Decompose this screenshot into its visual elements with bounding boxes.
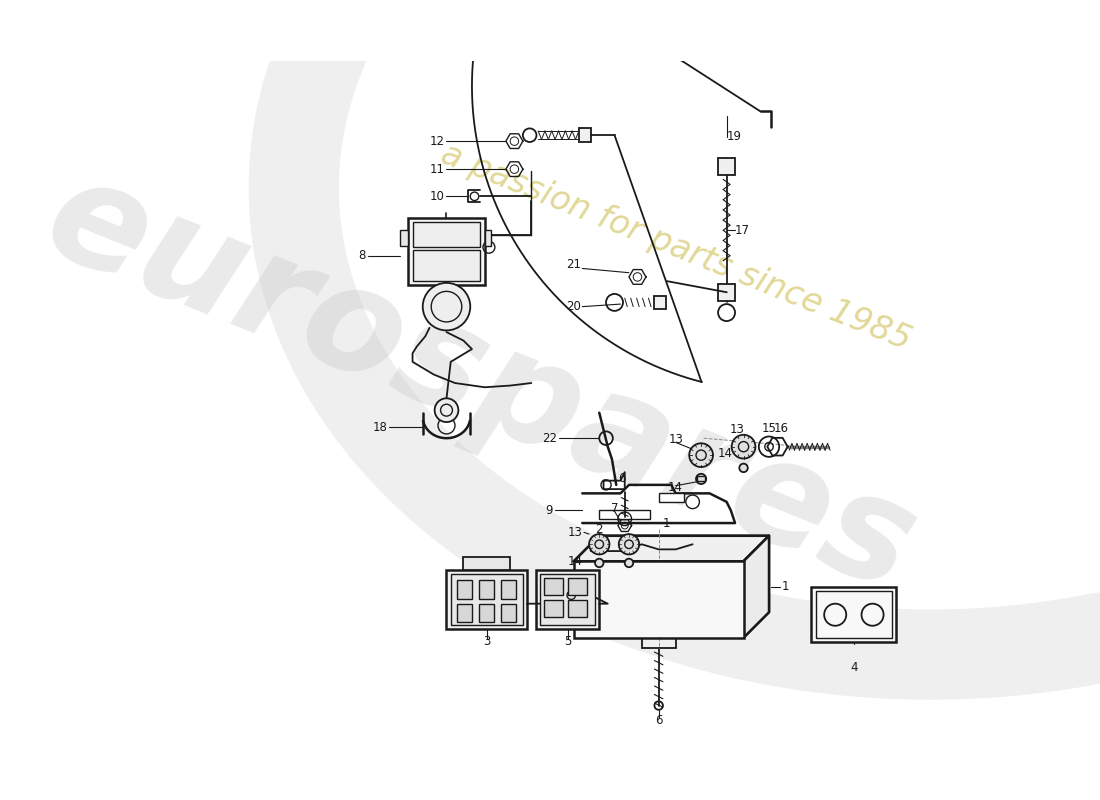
Bar	[451, 574, 522, 625]
Text: 8: 8	[359, 250, 366, 262]
Bar	[544, 600, 563, 618]
Bar	[697, 476, 705, 482]
Text: 19: 19	[727, 130, 741, 143]
Bar	[579, 129, 591, 142]
Bar	[641, 638, 675, 648]
Bar	[447, 570, 527, 629]
Bar	[500, 604, 516, 622]
Text: 13: 13	[668, 434, 683, 446]
Text: 2: 2	[595, 522, 603, 535]
Text: 4: 4	[850, 661, 858, 674]
Bar	[478, 580, 494, 598]
Text: eurospares: eurospares	[26, 145, 935, 621]
Text: 18: 18	[372, 421, 387, 434]
Text: 15: 15	[761, 422, 777, 434]
Circle shape	[434, 398, 459, 422]
Text: 5: 5	[564, 635, 572, 648]
Bar	[568, 600, 586, 618]
Text: 14: 14	[568, 554, 582, 568]
Bar	[568, 578, 586, 595]
Bar	[544, 578, 563, 595]
Text: 16: 16	[773, 422, 789, 434]
Bar	[500, 580, 516, 598]
Text: 22: 22	[542, 432, 557, 445]
Bar	[412, 250, 481, 281]
Bar	[600, 510, 650, 519]
Circle shape	[422, 283, 471, 330]
Text: 14: 14	[668, 481, 683, 494]
Bar	[816, 591, 892, 638]
Bar	[478, 604, 494, 622]
Text: 13: 13	[729, 423, 745, 436]
Bar	[718, 158, 735, 175]
Bar	[536, 570, 600, 629]
Text: 10: 10	[430, 190, 444, 203]
Circle shape	[696, 474, 706, 484]
Bar	[456, 580, 472, 598]
Bar	[540, 574, 595, 625]
Text: 9: 9	[546, 504, 552, 517]
Bar	[654, 296, 667, 309]
Circle shape	[595, 558, 604, 567]
Text: 17: 17	[735, 224, 750, 237]
Text: 20: 20	[566, 300, 581, 313]
Text: 13: 13	[568, 526, 582, 539]
Text: 1: 1	[663, 517, 670, 530]
Bar	[718, 284, 735, 301]
Circle shape	[739, 464, 748, 472]
Text: 21: 21	[566, 258, 581, 270]
Bar	[812, 586, 896, 642]
Circle shape	[619, 534, 639, 554]
Text: 6: 6	[618, 473, 626, 486]
Text: 12: 12	[430, 134, 444, 148]
Bar	[456, 604, 472, 622]
Bar	[485, 230, 492, 246]
Bar	[399, 230, 408, 246]
Bar	[412, 222, 481, 247]
Text: a passion for parts since 1985: a passion for parts since 1985	[436, 138, 915, 357]
Circle shape	[732, 434, 756, 458]
Circle shape	[690, 443, 713, 467]
Text: 6: 6	[654, 714, 662, 727]
Bar	[463, 557, 510, 570]
Bar	[408, 218, 485, 286]
Bar	[574, 562, 744, 638]
Polygon shape	[574, 536, 769, 562]
Text: 1: 1	[782, 580, 789, 594]
Text: 3: 3	[484, 635, 491, 648]
Circle shape	[590, 534, 609, 554]
Text: 11: 11	[430, 162, 444, 176]
Circle shape	[625, 558, 634, 567]
Bar	[659, 494, 684, 502]
Polygon shape	[744, 536, 769, 638]
Text: 7: 7	[610, 502, 618, 515]
Text: 14: 14	[717, 447, 733, 460]
